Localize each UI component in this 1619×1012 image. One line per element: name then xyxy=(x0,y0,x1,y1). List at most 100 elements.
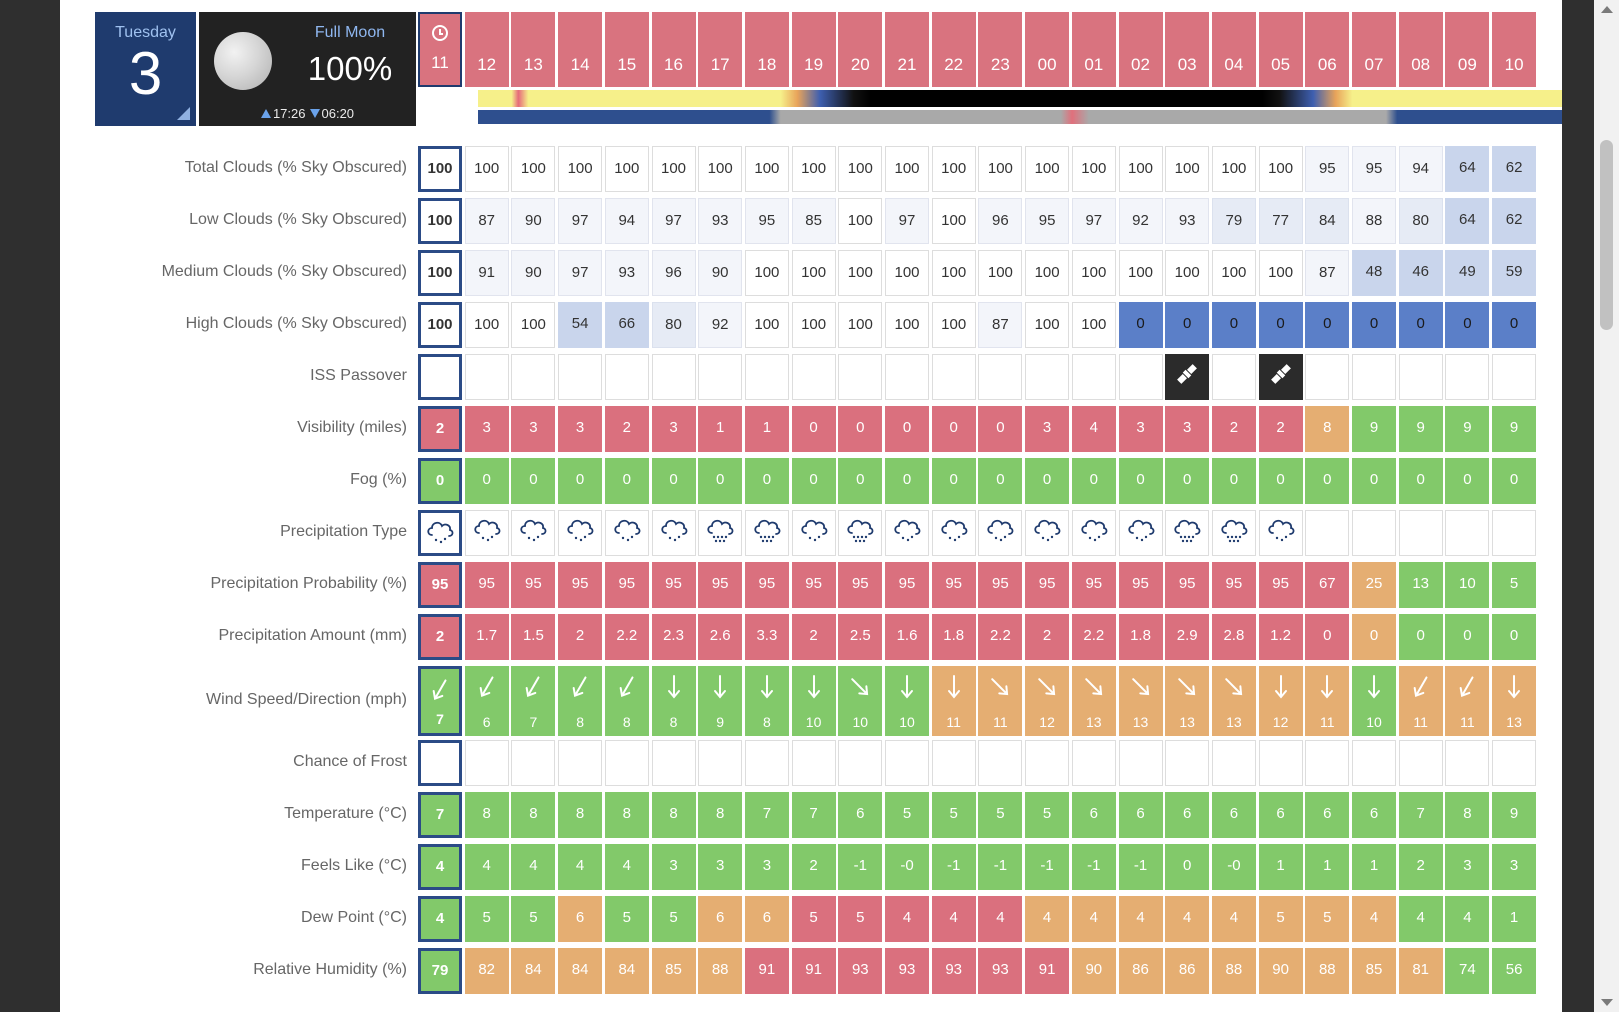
fog-cell[interactable]: 0 xyxy=(1492,458,1537,504)
dew-cell[interactable]: 4 xyxy=(1398,896,1443,942)
fog-cell[interactable]: 0 xyxy=(744,458,789,504)
pamt-cell[interactable]: 0 xyxy=(1445,614,1490,660)
feels-cell[interactable]: -1 xyxy=(838,844,883,890)
vis-cell[interactable]: 8 xyxy=(1305,406,1350,452)
vis-cell[interactable]: 3 xyxy=(1118,406,1163,452)
dew-cell[interactable]: 4 xyxy=(885,896,929,942)
vis-cell[interactable]: 0 xyxy=(931,406,976,452)
cloud-cell[interactable]: 94 xyxy=(1398,146,1443,192)
temp-cell[interactable]: 9 xyxy=(1492,792,1537,838)
cloud-cell[interactable]: 0 xyxy=(1398,302,1443,348)
wind-cell[interactable]: 12 xyxy=(1258,666,1303,736)
temp-cell[interactable]: 7 xyxy=(791,792,836,838)
ptype-cell[interactable] xyxy=(1071,510,1116,556)
pamt-cell[interactable]: 2 xyxy=(558,614,603,660)
pamt-cell[interactable]: 2.5 xyxy=(838,614,883,660)
hour-cell[interactable]: 01 xyxy=(1071,12,1116,87)
vis-cell[interactable]: 9 xyxy=(1352,406,1396,452)
temp-cell[interactable]: 5 xyxy=(931,792,976,838)
wind-cell[interactable]: 8 xyxy=(744,666,789,736)
feels-cell[interactable]: 4 xyxy=(604,844,649,890)
frost-cell[interactable] xyxy=(1305,740,1350,786)
cloud-cell[interactable]: 100 xyxy=(698,146,743,192)
iss-cell[interactable] xyxy=(1071,354,1116,400)
pamt-cell[interactable]: 2.2 xyxy=(978,614,1023,660)
fog-cell[interactable]: 0 xyxy=(1025,458,1070,504)
wind-cell[interactable]: 7 xyxy=(418,666,462,736)
dew-cell[interactable]: 4 xyxy=(1025,896,1070,942)
wind-cell[interactable]: 10 xyxy=(1352,666,1396,736)
feels-cell[interactable]: -1 xyxy=(1118,844,1163,890)
pprob-cell[interactable]: 95 xyxy=(931,562,976,608)
fog-cell[interactable]: 0 xyxy=(698,458,743,504)
scroll-up-icon[interactable] xyxy=(1601,6,1613,13)
pamt-cell[interactable]: 1.5 xyxy=(511,614,556,660)
hour-cell[interactable]: 23 xyxy=(978,12,1023,87)
temp-cell[interactable]: 6 xyxy=(1305,792,1350,838)
fog-cell[interactable]: 0 xyxy=(791,458,836,504)
iss-cell[interactable] xyxy=(978,354,1023,400)
iss-cell[interactable] xyxy=(791,354,836,400)
pprob-cell[interactable]: 67 xyxy=(1305,562,1350,608)
frost-cell[interactable] xyxy=(604,740,649,786)
cloud-cell[interactable]: 0 xyxy=(1352,302,1396,348)
iss-cell[interactable] xyxy=(604,354,649,400)
dew-cell[interactable]: 4 xyxy=(931,896,976,942)
hour-cell[interactable]: 22 xyxy=(931,12,976,87)
scrollbar[interactable] xyxy=(1594,0,1619,1012)
temp-cell[interactable]: 6 xyxy=(1352,792,1396,838)
cloud-cell[interactable]: 100 xyxy=(418,146,462,192)
pprob-cell[interactable]: 95 xyxy=(1118,562,1163,608)
iss-cell[interactable] xyxy=(1211,354,1256,400)
cloud-cell[interactable]: 88 xyxy=(1352,198,1396,244)
cloud-cell[interactable]: 79 xyxy=(1211,198,1256,244)
hour-cell[interactable]: 08 xyxy=(1398,12,1443,87)
temp-cell[interactable]: 6 xyxy=(1211,792,1256,838)
pamt-cell[interactable]: 0 xyxy=(1492,614,1537,660)
cloud-cell[interactable]: 62 xyxy=(1492,146,1537,192)
cloud-cell[interactable]: 94 xyxy=(604,198,649,244)
dew-cell[interactable]: 6 xyxy=(698,896,743,942)
ptype-cell[interactable] xyxy=(1398,510,1443,556)
pamt-cell[interactable]: 2.8 xyxy=(1211,614,1256,660)
iss-cell[interactable] xyxy=(1492,354,1537,400)
feels-cell[interactable]: 1 xyxy=(1305,844,1350,890)
cloud-cell[interactable]: 92 xyxy=(698,302,743,348)
cloud-cell[interactable]: 100 xyxy=(838,250,883,296)
frost-cell[interactable] xyxy=(1165,740,1210,786)
cloud-cell[interactable]: 97 xyxy=(885,198,929,244)
hour-cell[interactable]: 19 xyxy=(791,12,836,87)
hour-cell[interactable]: 11 xyxy=(418,12,462,87)
cloud-cell[interactable]: 100 xyxy=(1071,250,1116,296)
vis-cell[interactable]: 4 xyxy=(1071,406,1116,452)
pprob-cell[interactable]: 10 xyxy=(1445,562,1490,608)
fog-cell[interactable]: 0 xyxy=(464,458,509,504)
dew-cell[interactable]: 5 xyxy=(651,896,696,942)
cloud-cell[interactable]: 95 xyxy=(1305,146,1350,192)
cloud-cell[interactable]: 0 xyxy=(1492,302,1537,348)
hour-cell[interactable]: 21 xyxy=(885,12,929,87)
cloud-cell[interactable]: 100 xyxy=(1118,250,1163,296)
pprob-cell[interactable]: 5 xyxy=(1492,562,1537,608)
cloud-cell[interactable]: 77 xyxy=(1258,198,1303,244)
cloud-cell[interactable]: 54 xyxy=(558,302,603,348)
frost-cell[interactable] xyxy=(1492,740,1537,786)
feels-cell[interactable]: -1 xyxy=(931,844,976,890)
temp-cell[interactable]: 8 xyxy=(558,792,603,838)
hour-cell[interactable]: 03 xyxy=(1165,12,1210,87)
feels-cell[interactable]: 4 xyxy=(418,844,462,890)
fog-cell[interactable]: 0 xyxy=(604,458,649,504)
pprob-cell[interactable]: 95 xyxy=(511,562,556,608)
cloud-cell[interactable]: 100 xyxy=(464,302,509,348)
cloud-cell[interactable]: 46 xyxy=(1398,250,1443,296)
iss-cell[interactable] xyxy=(1305,354,1350,400)
scroll-down-icon[interactable] xyxy=(1601,999,1613,1006)
ptype-cell[interactable] xyxy=(1118,510,1163,556)
cloud-cell[interactable]: 100 xyxy=(791,250,836,296)
ptype-cell[interactable] xyxy=(744,510,789,556)
hour-cell[interactable]: 17 xyxy=(698,12,743,87)
pprob-cell[interactable]: 95 xyxy=(744,562,789,608)
cloud-cell[interactable]: 100 xyxy=(418,250,462,296)
rh-cell[interactable]: 93 xyxy=(931,948,976,994)
rh-cell[interactable]: 90 xyxy=(1258,948,1303,994)
